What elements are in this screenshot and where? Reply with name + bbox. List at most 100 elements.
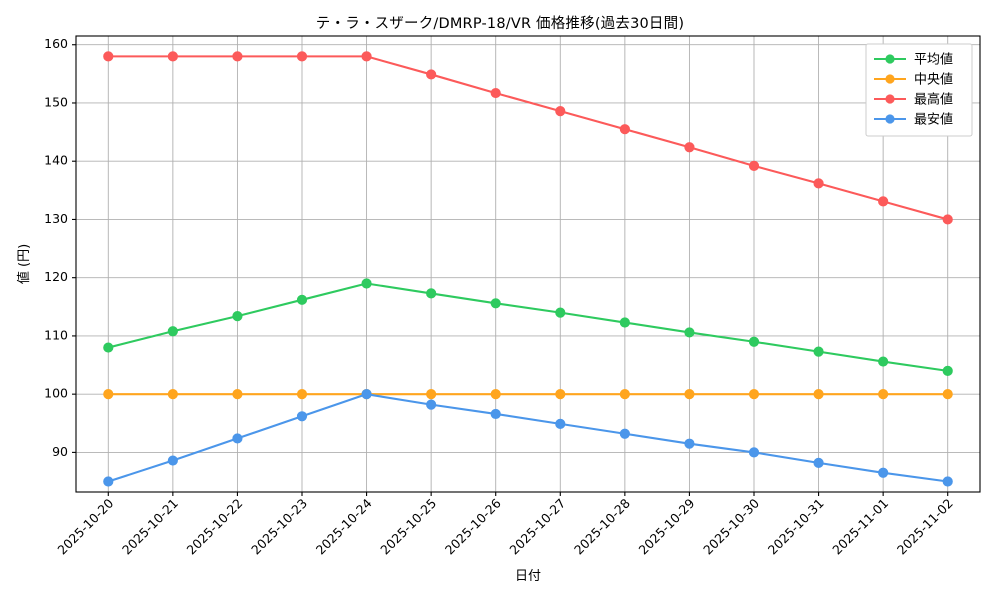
data-point <box>296 51 308 62</box>
data-point <box>232 311 243 322</box>
data-point <box>490 298 501 309</box>
data-point <box>813 389 824 400</box>
x-tick-label: 2025-10-26 <box>442 495 504 557</box>
legend-item-2[interactable]: 中央値 <box>874 72 953 88</box>
y-axis-tick-labels: 90 100 110 120 130 140 150 160 <box>44 36 68 459</box>
data-point <box>103 389 114 400</box>
data-point <box>167 455 178 466</box>
data-point <box>555 389 566 400</box>
y-axis-label: 値 (円) <box>16 244 32 284</box>
x-tick-label: 2025-10-25 <box>377 496 439 558</box>
legend-item-3[interactable]: 最高値 <box>874 92 953 108</box>
data-point <box>296 294 308 305</box>
y-tick-label: 140 <box>44 153 68 168</box>
data-point <box>232 51 243 62</box>
y-tick-label: 130 <box>44 211 68 226</box>
x-tick-label: 2025-10-23 <box>248 496 310 558</box>
legend-label: 中央値 <box>914 72 953 88</box>
x-tick-label: 2025-10-28 <box>571 495 633 557</box>
data-point <box>684 438 695 449</box>
data-point <box>361 51 372 62</box>
x-axis-tick-labels: 2025-10-20 2025-10-21 2025-10-22 2025-10-23… <box>54 495 955 557</box>
y-tick-label: 150 <box>44 94 68 109</box>
data-point <box>296 411 308 422</box>
data-point <box>619 317 630 328</box>
data-point <box>232 389 243 400</box>
data-point <box>426 399 437 410</box>
y-tick-label: 120 <box>44 269 68 284</box>
x-tick-label: 2025-10-31 <box>765 496 827 558</box>
series-4 <box>103 389 953 487</box>
data-point <box>684 389 695 400</box>
data-point <box>684 142 695 153</box>
data-point <box>555 418 566 429</box>
x-axis-label: 日付 <box>515 569 541 584</box>
data-point <box>942 476 953 487</box>
data-point <box>748 160 760 171</box>
data-point <box>361 278 372 289</box>
x-tick-label: 2025-11-02 <box>894 496 956 558</box>
data-point <box>490 389 501 400</box>
data-point <box>878 196 889 207</box>
data-point <box>103 51 114 62</box>
series-1 <box>103 278 953 376</box>
data-point <box>296 389 308 400</box>
data-point <box>813 178 824 189</box>
data-point <box>490 408 501 420</box>
legend-item-4[interactable]: 最安値 <box>874 112 953 128</box>
data-point <box>232 433 243 444</box>
axis-titles: 日付 値 (円) <box>16 244 541 584</box>
data-point <box>555 307 566 318</box>
x-tick-label: 2025-10-21 <box>119 496 181 558</box>
data-point <box>748 389 760 400</box>
data-point <box>748 336 760 347</box>
legend-marker-icon <box>885 94 895 104</box>
data-point <box>942 214 953 225</box>
data-point <box>103 476 114 487</box>
data-point <box>942 365 953 376</box>
data-point <box>426 389 437 400</box>
axes-frame <box>72 35 981 496</box>
page-title: テ・ラ・スザーク/DMRP-18/VR 価格推移(過去30日間) <box>315 16 685 32</box>
data-point <box>813 346 824 357</box>
data-point <box>813 457 824 468</box>
y-tick-label: 110 <box>44 327 68 342</box>
data-point <box>878 356 889 367</box>
x-tick-label: 2025-10-30 <box>700 495 762 557</box>
y-tick-label: 100 <box>44 386 68 401</box>
data-point <box>555 106 566 117</box>
data-point <box>361 389 372 400</box>
x-tick-label: 2025-10-22 <box>184 496 246 558</box>
y-tick-label: 160 <box>44 36 68 51</box>
data-point <box>878 389 889 400</box>
data-point <box>426 69 437 80</box>
legend-item-1[interactable]: 平均値 <box>874 52 953 68</box>
legend-label: 最高値 <box>914 92 953 108</box>
data-point <box>103 342 114 353</box>
legend-marker-icon <box>885 54 895 64</box>
data-point <box>167 389 178 400</box>
data-series-layer <box>103 51 953 487</box>
data-point <box>167 51 178 62</box>
data-point <box>942 389 953 400</box>
x-tick-label: 2025-11-01 <box>829 496 891 558</box>
series-3 <box>103 51 953 225</box>
legend-label: 最安値 <box>914 112 953 128</box>
x-tick-label: 2025-10-20 <box>54 495 116 557</box>
x-tick-label: 2025-10-24 <box>313 495 375 557</box>
grid-lines <box>76 36 980 492</box>
data-point <box>619 428 630 439</box>
data-point <box>167 326 178 337</box>
data-point <box>619 124 630 135</box>
data-point <box>878 467 889 478</box>
data-point <box>684 327 695 338</box>
data-point <box>619 389 630 400</box>
legend-label: 平均値 <box>914 52 953 68</box>
x-tick-label: 2025-10-29 <box>636 495 698 557</box>
data-point <box>426 288 437 299</box>
x-tick-label: 2025-10-27 <box>506 496 568 558</box>
data-point <box>490 87 501 99</box>
data-point <box>748 447 760 458</box>
